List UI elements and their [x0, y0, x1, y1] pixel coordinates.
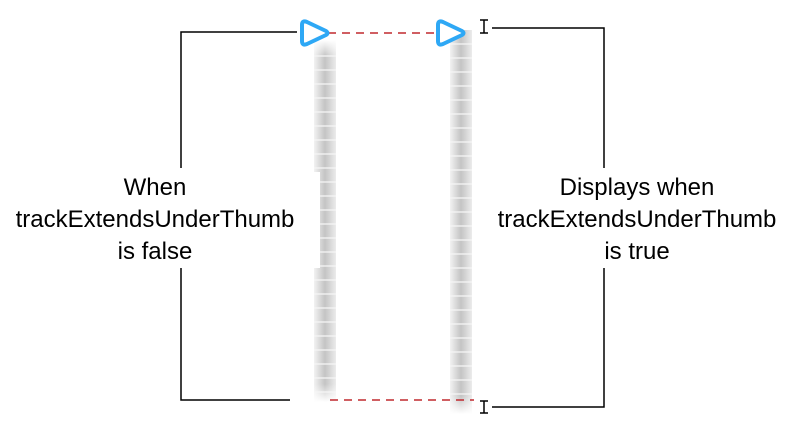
caption-line: is false: [117, 238, 193, 265]
right-bracket-lower: [492, 268, 605, 408]
i-beam-marker-icon: [480, 400, 488, 414]
left-track-bar: [314, 40, 336, 402]
guide-lines: [328, 32, 474, 401]
right-bracket-upper: [492, 27, 605, 168]
caption-line: is true: [604, 238, 670, 265]
right-bracket: [492, 27, 605, 408]
caption-track-extends-true: Displays when trackExtendsUnderThumb is …: [472, 172, 790, 268]
left-bracket-lower: [180, 268, 290, 401]
left-bracket-upper: [180, 31, 297, 168]
right-track-bottom-fade: [450, 396, 472, 414]
right-track-bar: [450, 30, 472, 414]
left-bracket: [180, 31, 297, 401]
right-slider-track: [450, 30, 472, 414]
caption-line: trackExtendsUnderThumb: [497, 206, 777, 233]
left-track-ticks: [314, 55, 336, 393]
left-slider-track: [314, 40, 336, 402]
right-track-ticks: [450, 43, 472, 395]
left-track-top-fade: [314, 40, 336, 56]
slider-thumb-icon[interactable]: [300, 19, 330, 47]
left-track-bottom-fade: [314, 384, 336, 402]
caption-line: When: [123, 174, 187, 201]
caption-line: trackExtendsUnderThumb: [15, 206, 295, 233]
caption-track-extends-false: When trackExtendsUnderThumb is false: [0, 172, 320, 268]
caption-line: Displays when: [559, 174, 715, 201]
i-beam-marker-icon: [480, 19, 488, 34]
slider-thumb-icon[interactable]: [436, 19, 466, 47]
